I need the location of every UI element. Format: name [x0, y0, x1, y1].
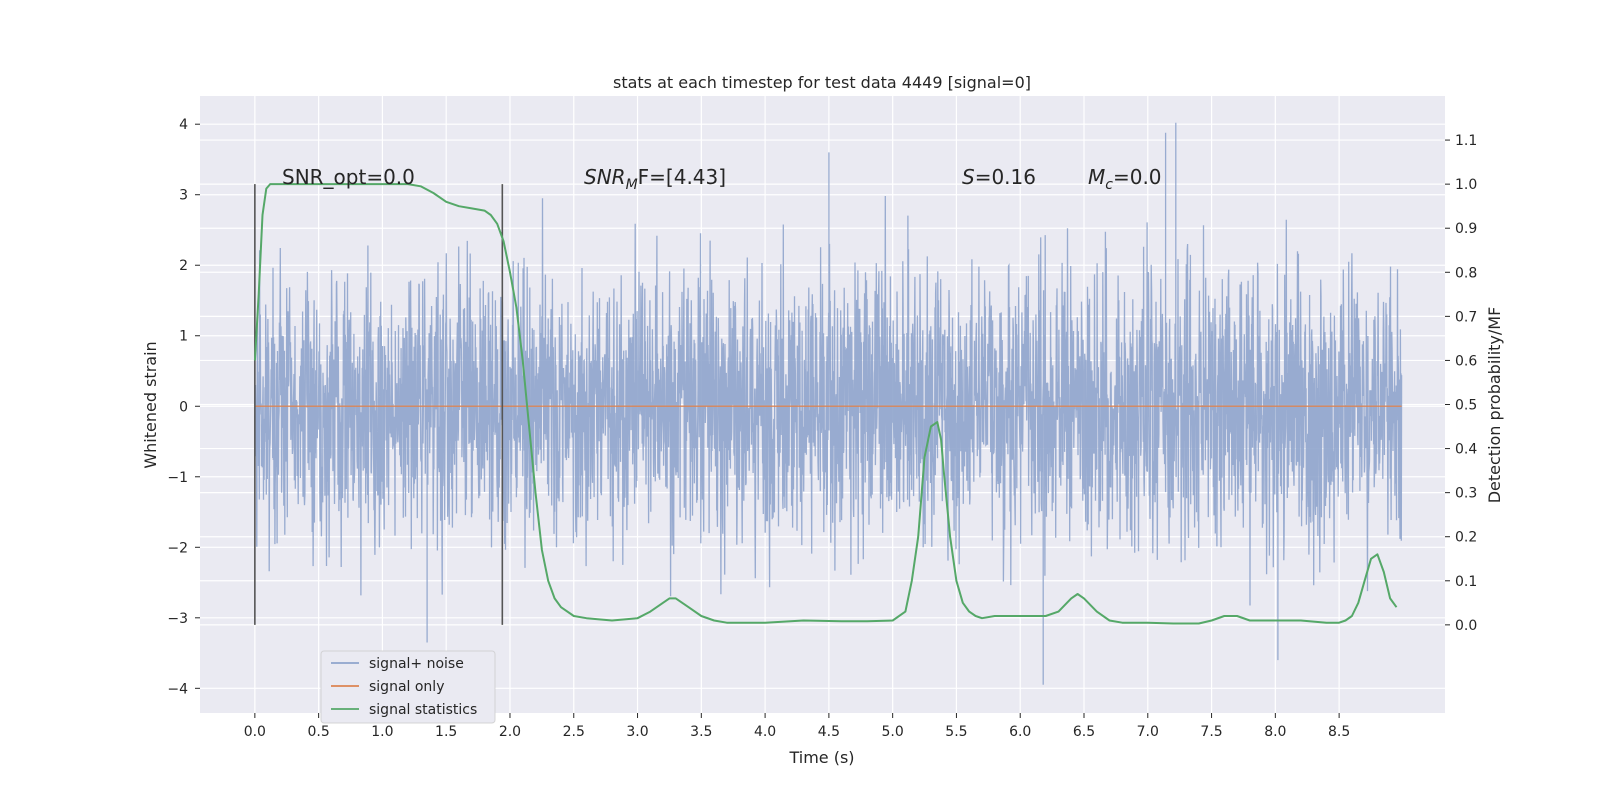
y-right-tick-label-7: 0.4 — [1455, 442, 1477, 458]
x-tick-label-7: 3.5 — [690, 724, 712, 740]
x-tick-label-5: 2.5 — [563, 724, 585, 740]
x-tick-label-9: 4.5 — [818, 724, 840, 740]
vertical-markers — [254, 184, 504, 625]
y-right-tick-label-8: 0.3 — [1455, 486, 1477, 502]
annotation-snr-mf-rest: F=[4.43] — [638, 165, 726, 189]
y-right-tick-label-10: 0.1 — [1455, 574, 1477, 590]
y-left-tick-label-1: 3 — [179, 188, 188, 204]
x-tick-label-0: 0.0 — [244, 724, 266, 740]
legend-box — [320, 650, 496, 724]
y-left-tick-label-5: −1 — [167, 470, 188, 486]
y-right-tick-label-6: 0.5 — [1455, 398, 1477, 414]
x-tick-label-10: 5.0 — [882, 724, 904, 740]
annotation-snr-mf-base: SNR — [584, 165, 626, 189]
annotation-snr-mf: SNRMF=[4.43] — [584, 165, 726, 193]
annotation-mc: Mc=0.0 — [1088, 165, 1162, 193]
y-left-axis-label: Whitened strain — [141, 341, 160, 468]
y-left-tick-label-0: 4 — [179, 117, 188, 133]
x-tick-label-14: 7.0 — [1137, 724, 1159, 740]
x-tick-label-8: 4.0 — [754, 724, 776, 740]
x-tick-label-1: 0.5 — [307, 724, 329, 740]
signal-statistics-line — [253, 183, 1398, 625]
y-left-tick-label-7: −3 — [167, 611, 188, 627]
y-right-tick-label-5: 0.6 — [1455, 353, 1477, 369]
y-right-tick-label-2: 0.9 — [1455, 221, 1477, 237]
x-axis-label: Time (s) — [788, 748, 854, 767]
legend-label-signal-only: signal only — [369, 679, 444, 695]
signal-noise-line — [254, 122, 1403, 685]
y-right-axis-label: Detection probability/MF — [1485, 307, 1504, 504]
series-signal-statistics — [253, 183, 1398, 625]
annotation-mc-sub: c — [1105, 177, 1113, 193]
x-tick-label-16: 8.0 — [1264, 724, 1286, 740]
y-left-tick-labels: 4 3 2 1 0 −1 −2 −3 −4 — [167, 117, 200, 697]
legend-label-signal-noise: signal+ noise — [369, 656, 464, 672]
x-tick-label-11: 5.5 — [945, 724, 967, 740]
x-tick-label-13: 6.5 — [1073, 724, 1095, 740]
x-tick-label-6: 3.0 — [626, 724, 648, 740]
annotation-snr-mf-sub: M — [626, 177, 638, 193]
y-left-tick-label-6: −2 — [167, 540, 188, 556]
y-left-tick-label-3: 1 — [179, 329, 188, 345]
legend-label-signal-statistics: signal statistics — [369, 702, 477, 718]
y-right-tick-label-3: 0.8 — [1455, 265, 1477, 281]
y-left-tick-label-2: 2 — [179, 258, 188, 274]
y-left-tick-label-8: −4 — [167, 681, 188, 697]
annotation-mc-value: =0.0 — [1113, 165, 1162, 189]
x-tick-label-15: 7.5 — [1200, 724, 1222, 740]
x-tick-label-4: 2.0 — [499, 724, 521, 740]
y-right-tick-labels: 1.1 1.0 0.9 0.8 0.7 0.6 0.5 0.4 0.3 0.2 0.1 0.0 — [1445, 133, 1477, 634]
y-right-tick-label-0: 1.1 — [1455, 133, 1477, 149]
y-left-tick-label-4: 0 — [179, 399, 188, 415]
annotation-snr-opt: SNR_opt=0.0 — [282, 165, 415, 189]
series-signal-plus-noise — [254, 122, 1403, 685]
x-tick-label-17: 8.5 — [1328, 724, 1350, 740]
chart-title: stats at each timestep for test data 444… — [613, 73, 1031, 92]
y-right-tick-label-1: 1.0 — [1455, 177, 1477, 193]
y-right-tick-label-9: 0.2 — [1455, 530, 1477, 546]
annotation-mc-symbol: M — [1088, 165, 1105, 189]
annotation-s-value: =0.16 — [975, 165, 1036, 189]
legend: signal+ noise signal only signal statist… — [320, 650, 496, 724]
annotation-s: S=0.16 — [962, 165, 1036, 189]
x-tick-label-2: 1.0 — [371, 724, 393, 740]
x-tick-labels: 0.0 0.5 1.0 1.5 2.0 2.5 3.0 3.5 4.0 4.5 5.0 5.5 6.0 6… — [244, 713, 1350, 740]
annotation-s-symbol: S — [962, 165, 975, 189]
x-tick-label-3: 1.5 — [435, 724, 457, 740]
y-right-tick-label-4: 0.7 — [1455, 309, 1477, 325]
x-tick-label-12: 6.0 — [1009, 724, 1031, 740]
y-right-tick-label-11: 0.0 — [1455, 618, 1477, 634]
